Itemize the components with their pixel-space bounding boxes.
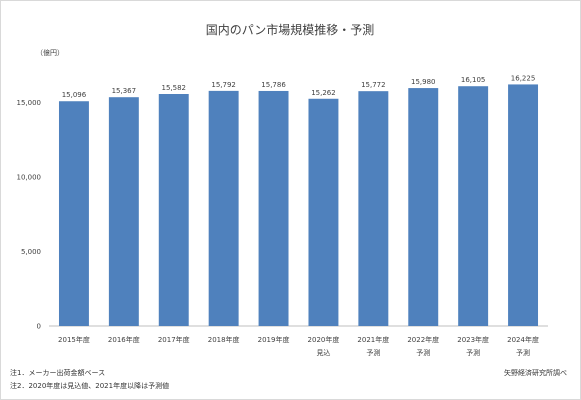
x-category-label: 予測 <box>466 348 480 357</box>
y-tick-label: 15,000 <box>17 99 42 107</box>
y-tick-label: 5,000 <box>21 248 41 256</box>
bar <box>358 91 389 326</box>
x-category-label: 2020年度 <box>308 335 340 344</box>
x-category-label: 2022年度 <box>407 335 439 344</box>
bar-value-label: 15,367 <box>112 87 137 95</box>
data-label-layer: 15,096 15,367 15,582 15,792 15,786 15,262 15,7… <box>62 74 536 99</box>
y-tick-label: 10,000 <box>17 174 42 182</box>
bar-value-label: 16,105 <box>461 76 486 84</box>
x-category-label: 2024年度 <box>507 335 539 344</box>
bar <box>258 90 289 327</box>
note-2: 注2．2020年度は見込値、2021年度以降は予測値 <box>10 382 170 390</box>
x-category-label: 見込 <box>316 348 330 357</box>
bar <box>58 101 89 326</box>
x-category-label: 2017年度 <box>158 335 190 344</box>
bar <box>158 94 189 326</box>
bar-value-label: 15,980 <box>411 78 436 86</box>
note-1: 注1．メーカー出荷金額ベース <box>10 369 106 377</box>
source-credit: 矢野経済研究所調べ <box>504 369 567 377</box>
bar-value-label: 15,792 <box>211 81 236 89</box>
x-category-label: 予測 <box>366 348 380 357</box>
bar-value-label: 15,096 <box>62 91 87 99</box>
bar-layer <box>58 84 539 327</box>
chart-title: 国内のパン市場規模推移・予測 <box>206 22 375 37</box>
y-axis-unit-label: （億円） <box>36 48 64 57</box>
bar <box>208 90 239 326</box>
x-category-label: 2021年度 <box>357 335 389 344</box>
y-tick-label: 0 <box>37 323 41 331</box>
x-category-label: 予測 <box>416 348 430 357</box>
bar <box>408 88 439 326</box>
bar-value-label: 15,262 <box>311 89 336 97</box>
x-category-label: 2016年度 <box>108 335 140 344</box>
bar <box>458 86 489 326</box>
bar <box>308 98 339 326</box>
x-category-label: 予測 <box>516 348 530 357</box>
bar-value-label: 15,582 <box>162 84 187 92</box>
bar-value-label: 15,786 <box>261 81 286 89</box>
x-category-label: 2023年度 <box>457 335 489 344</box>
bar-value-label: 15,772 <box>361 81 386 89</box>
x-category-label: 2019年度 <box>258 335 290 344</box>
x-category-label: 2018年度 <box>208 335 240 344</box>
bar-value-label: 16,225 <box>511 74 536 82</box>
bar <box>108 97 139 326</box>
bar <box>508 84 539 326</box>
x-category-label: 2015年度 <box>58 335 90 344</box>
